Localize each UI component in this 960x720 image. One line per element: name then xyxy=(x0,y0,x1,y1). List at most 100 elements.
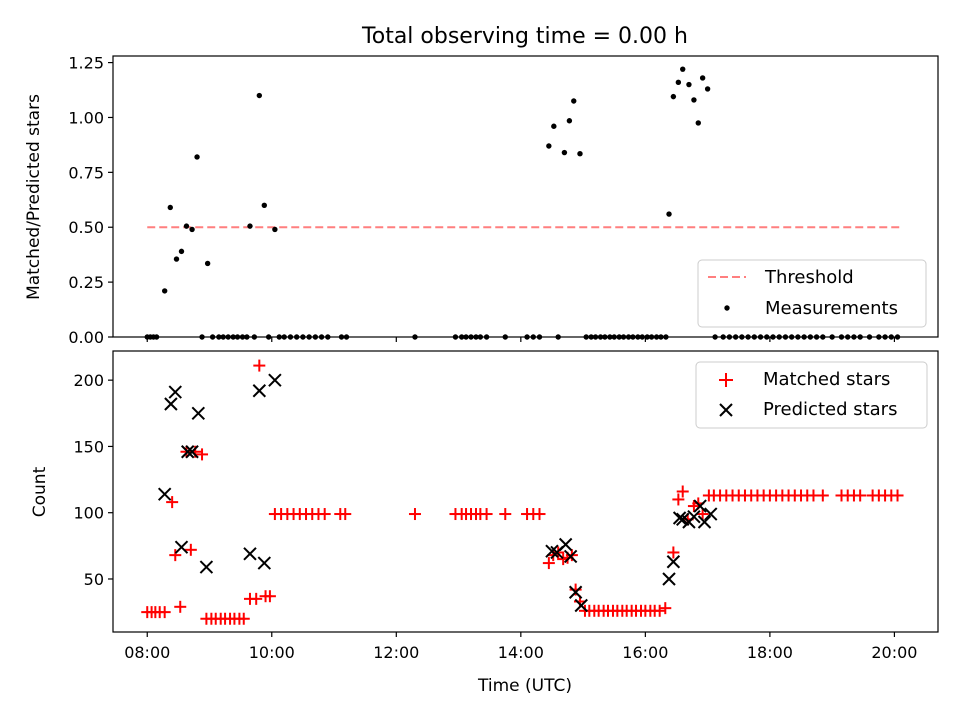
predicted-star-point xyxy=(199,560,214,574)
predicted-star-point xyxy=(666,555,681,569)
matched-star-point xyxy=(184,543,197,556)
x-tick-label: 20:00 xyxy=(871,643,917,662)
ratio-panel: Total observing time = 0.00 h 0.000.250.… xyxy=(24,24,939,347)
predicted-star-point xyxy=(568,585,583,599)
predicted-star-point xyxy=(164,397,178,411)
y-tick-label: 150 xyxy=(73,437,104,456)
measurement-point xyxy=(247,223,253,229)
y-tick-label: 0.25 xyxy=(68,273,104,292)
matched-star-point xyxy=(263,590,276,603)
matched-star-point xyxy=(533,508,546,521)
y-tick-label: 1.00 xyxy=(68,108,104,127)
matched-star-point xyxy=(253,359,266,372)
matched-star-point xyxy=(499,508,512,521)
legend-matched-swatch xyxy=(719,373,733,387)
matched-star-point xyxy=(667,546,680,559)
matched-star-point xyxy=(318,508,331,521)
predicted-star-point xyxy=(563,549,578,564)
measurement-point xyxy=(173,256,180,262)
matched-star-point xyxy=(659,602,672,615)
predicted-star-point xyxy=(243,547,257,561)
x-tick-label: 18:00 xyxy=(747,643,793,662)
matched-star-point xyxy=(653,604,666,617)
predicted-star-point xyxy=(268,373,282,387)
measurement-point xyxy=(261,202,268,208)
x-tick-label: 08:00 xyxy=(124,643,170,662)
matched-star-point xyxy=(891,489,904,502)
matched-star-point xyxy=(854,489,867,502)
legend-predicted-label: Predicted stars xyxy=(763,399,897,420)
predicted-star-point xyxy=(704,507,718,521)
measurement-point xyxy=(551,123,557,129)
predicted-star-point xyxy=(693,499,707,513)
measurement-point xyxy=(686,81,692,88)
predicted-star-point xyxy=(168,385,182,399)
legend-measurements-swatch xyxy=(724,305,730,311)
count-ticks: 50 100 150 200 08:00 10:00 12:00 14:00 16:00 18:0… xyxy=(73,371,917,662)
measurement-point xyxy=(256,92,263,99)
measurement-point xyxy=(183,223,190,229)
predicted-star-point xyxy=(697,515,712,529)
x-axis-label: Time (UTC) xyxy=(477,676,572,696)
matched-star-point xyxy=(542,557,555,570)
measurement-point xyxy=(204,260,211,267)
predicted-star-point xyxy=(545,544,559,558)
predicted-star-point xyxy=(558,537,573,552)
matched-star-point xyxy=(237,612,250,625)
y-tick-label: 1.25 xyxy=(68,54,104,73)
measurement-point xyxy=(546,143,552,149)
y-tick-label: 0.50 xyxy=(68,218,104,237)
matched-star-point xyxy=(166,496,179,509)
measurement-point xyxy=(695,120,701,126)
matched-star-point xyxy=(174,600,187,613)
measurement-point xyxy=(691,97,697,103)
measurement-point xyxy=(666,211,672,217)
count-axes-frame xyxy=(112,350,939,633)
measurement-point xyxy=(178,248,185,255)
matched-star-point xyxy=(480,508,493,521)
count-y-axis-label: Count xyxy=(30,466,50,517)
predicted-star-point xyxy=(252,384,267,398)
predicted-star-point xyxy=(687,509,701,524)
measurement-point xyxy=(561,149,568,156)
predicted-star-point xyxy=(157,487,172,501)
measurement-point xyxy=(189,226,195,233)
measurement-point xyxy=(194,154,200,160)
legend-matched-label: Matched stars xyxy=(763,369,890,390)
chart-title: Total observing time = 0.00 h xyxy=(361,24,688,49)
matched-star-point xyxy=(672,493,685,506)
matched-star-point xyxy=(169,549,182,562)
matched-star-point xyxy=(696,508,709,521)
matched-star-point xyxy=(408,508,421,521)
predicted-star-point xyxy=(257,556,272,570)
x-tick-label: 16:00 xyxy=(622,643,668,662)
measurement-point xyxy=(272,226,278,233)
count-data xyxy=(141,359,904,625)
x-tick-label: 12:00 xyxy=(373,643,419,662)
predicted-star-point xyxy=(574,598,588,613)
measurement-point xyxy=(161,288,168,294)
predicted-star-point xyxy=(672,511,687,525)
y-tick-label: 50 xyxy=(84,570,104,589)
predicted-star-point xyxy=(191,406,206,421)
ratio-ticks: 0.00 0.25 0.50 0.75 1.00 1.25 xyxy=(68,54,896,347)
matched-star-point xyxy=(250,592,263,605)
measurement-point xyxy=(670,93,677,100)
matched-star-point xyxy=(339,508,352,521)
measurement-point xyxy=(167,204,173,211)
ratio-legend-box xyxy=(697,259,927,328)
y-tick-label: 200 xyxy=(73,371,104,390)
predicted-star-point xyxy=(662,572,676,586)
count-legend: Matched stars Predicted stars xyxy=(695,361,928,429)
matched-star-point xyxy=(158,606,171,619)
legend-predicted-swatch xyxy=(719,403,733,417)
measurement-point xyxy=(699,75,706,81)
count-legend-box xyxy=(695,361,928,429)
measurement-point xyxy=(571,98,577,104)
measurement-point xyxy=(566,118,573,124)
legend-measurements-label: Measurements xyxy=(765,298,898,319)
x-tick-label: 14:00 xyxy=(498,643,544,662)
ratio-y-axis-label: Matched/Predicted stars xyxy=(24,94,44,300)
